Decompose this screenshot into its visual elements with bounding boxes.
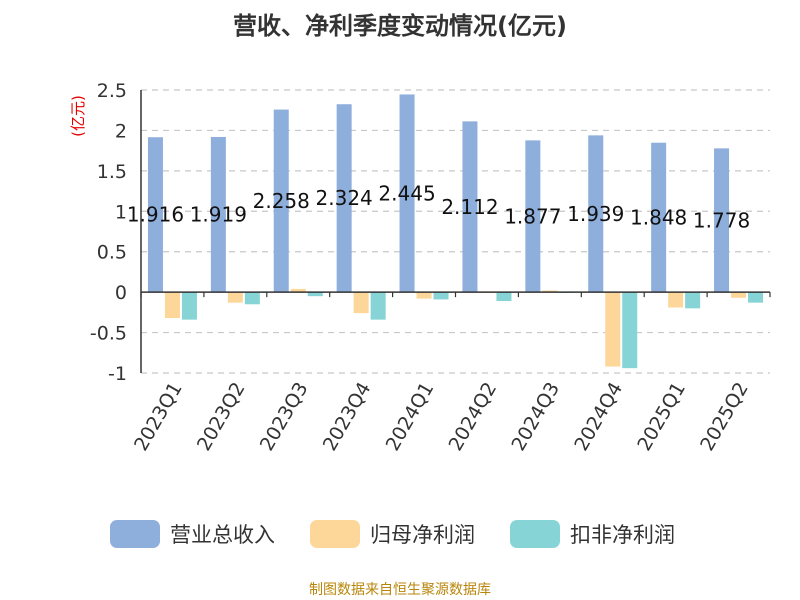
y-tick-label: 1.5 — [97, 161, 127, 183]
bar-扣非净利润-2023Q2 — [244, 292, 260, 305]
bar-扣非净利润-2023Q1 — [181, 292, 197, 320]
grid — [141, 89, 770, 374]
bar-营业总收入-2024Q2 — [462, 121, 478, 293]
x-tick-label: 2025Q1 — [633, 379, 690, 455]
bar-扣非净利润-2025Q2 — [748, 292, 764, 303]
data-label: 2.258 — [253, 189, 310, 213]
bar-归母净利润-2023Q1 — [164, 292, 180, 319]
bar-扣非净利润-2023Q4 — [370, 292, 386, 320]
bar-营业总收入-2023Q4 — [336, 104, 352, 293]
legend-label: 归母净利润 — [370, 523, 475, 547]
bar-归母净利润-2023Q4 — [353, 292, 369, 314]
bar-营业总收入-2025Q2 — [714, 148, 730, 293]
data-label: 1.919 — [190, 203, 247, 227]
legend-swatch — [310, 520, 360, 548]
bar-营业总收入-2024Q1 — [399, 94, 415, 293]
legend: 营业总收入 归母净利润 扣非净利润 — [110, 520, 675, 548]
x-tick-label: 2023Q3 — [256, 379, 313, 455]
bar-营业总收入-2023Q1 — [147, 137, 163, 293]
bar-扣非净利润-2024Q2 — [496, 292, 512, 302]
data-label: 1.939 — [567, 202, 624, 226]
bar-营业总收入-2025Q1 — [651, 142, 667, 293]
data-label: 1.848 — [630, 205, 687, 229]
legend-label: 营业总收入 — [170, 523, 275, 547]
bar-营业总收入-2023Q3 — [273, 109, 289, 293]
data-label: 2.324 — [316, 186, 373, 210]
data-label: 1.916 — [127, 203, 184, 227]
y-tick-label: 2 — [115, 120, 127, 142]
bar-营业总收入-2023Q2 — [210, 136, 226, 293]
y-tick-label: 0.5 — [97, 242, 127, 264]
data-label: 1.778 — [693, 208, 750, 232]
bar-归母净利润-2023Q2 — [227, 292, 243, 303]
x-tick-label: 2024Q3 — [507, 379, 564, 455]
x-tick-label: 2025Q2 — [696, 379, 753, 455]
x-tick-label: 2023Q4 — [319, 379, 376, 455]
data-label: 2.112 — [441, 195, 498, 219]
data-label: 1.877 — [504, 204, 561, 228]
y-tick-label: 0 — [115, 282, 127, 304]
data-label: 2.445 — [378, 181, 435, 205]
bar-扣非净利润-2024Q1 — [433, 292, 449, 300]
legend-label: 扣非净利润 — [570, 523, 675, 547]
y-tick-label: -0.5 — [90, 323, 127, 345]
footer-source: 制图数据来自恒生聚源数据库 — [309, 582, 491, 598]
bar-归母净利润-2023Q3 — [290, 288, 306, 293]
y-axis-label: (亿元) — [69, 95, 87, 137]
bar-扣非净利润-2025Q1 — [685, 292, 701, 309]
bar-归母净利润-2025Q2 — [731, 292, 747, 298]
bar-归母净利润-2024Q1 — [416, 292, 432, 299]
x-tick-label: 2024Q1 — [382, 379, 439, 455]
legend-swatch — [110, 520, 160, 548]
y-tick-label: 1 — [115, 201, 127, 223]
x-tick-label: 2024Q4 — [570, 379, 627, 455]
chart-title: 营收、净利季度变动情况(亿元) — [233, 12, 567, 40]
y-tick-label: -1 — [108, 363, 127, 385]
x-tick-label: 2024Q2 — [445, 379, 502, 455]
bar-归母净利润-2024Q3 — [542, 290, 558, 293]
y-tick-label: 2.5 — [97, 80, 127, 102]
bar-扣非净利润-2023Q3 — [307, 292, 323, 297]
x-tick-label: 2023Q2 — [193, 379, 250, 455]
bar-归母净利润-2025Q1 — [668, 292, 684, 308]
bars — [147, 94, 764, 369]
bar-营业总收入-2024Q4 — [588, 135, 604, 293]
x-tick-label: 2023Q1 — [130, 379, 187, 455]
bar-归母净利润-2024Q4 — [605, 292, 621, 367]
bar-营业总收入-2024Q3 — [525, 140, 541, 293]
legend-swatch — [510, 520, 560, 548]
bar-扣非净利润-2024Q4 — [622, 292, 638, 369]
